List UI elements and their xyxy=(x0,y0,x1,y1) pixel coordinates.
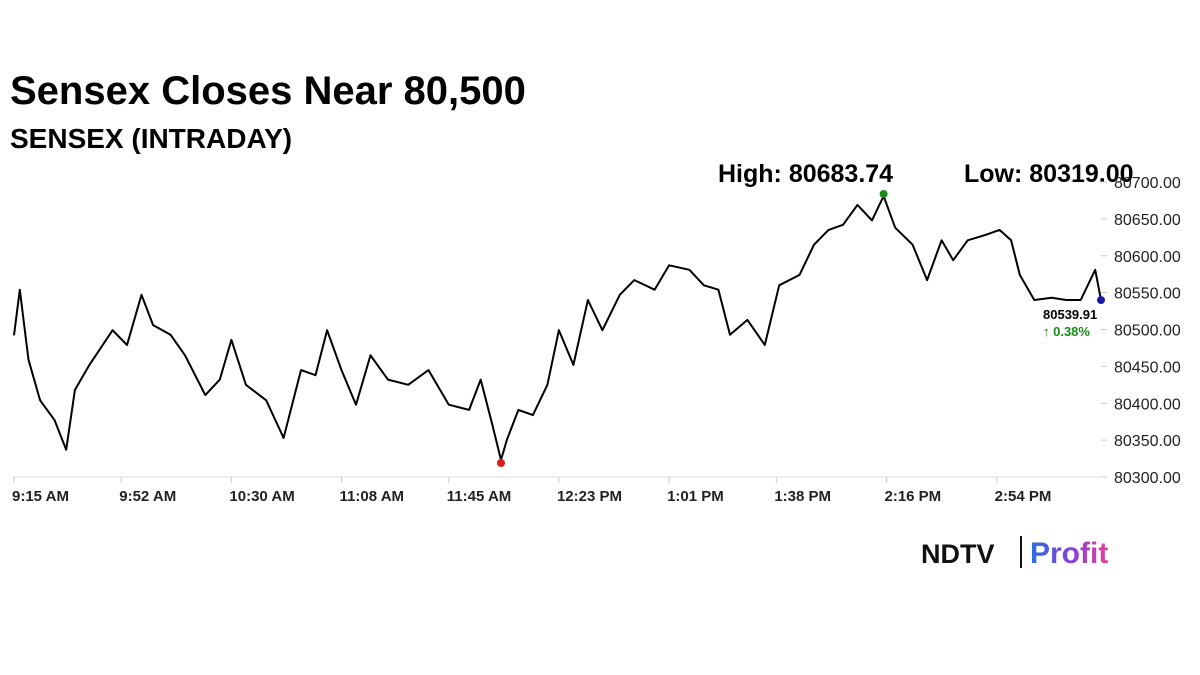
high-marker xyxy=(879,189,888,198)
y-tick-label: 80700.00 xyxy=(1114,175,1181,192)
y-tick-label: 80300.00 xyxy=(1114,470,1181,487)
y-tick-label: 80450.00 xyxy=(1114,359,1181,376)
x-tick-label: 2:16 PM xyxy=(884,488,941,505)
last-value-label: 80539.91 xyxy=(1043,307,1097,322)
low-label: Low: 80319.00 xyxy=(964,160,1134,188)
logo-right: Profit xyxy=(1030,537,1108,570)
x-tick-label: 12:23 PM xyxy=(557,488,622,505)
x-tick-label: 9:15 AM xyxy=(12,488,69,505)
x-tick-label: 2:54 PM xyxy=(995,488,1052,505)
series-line xyxy=(13,195,1102,461)
last-label-bg xyxy=(1040,305,1098,342)
low-marker xyxy=(496,458,505,467)
y-tick-label: 80500.00 xyxy=(1114,323,1181,340)
y-tick-label: 80600.00 xyxy=(1114,249,1181,266)
high-label: High: 80683.74 xyxy=(718,160,893,188)
change-label: ↑ 0.38% xyxy=(1043,324,1090,339)
chart-title: Sensex Closes Near 80,500 xyxy=(10,69,526,113)
y-tick-label: 80400.00 xyxy=(1114,396,1181,413)
chart-subtitle: SENSEX (INTRADAY) xyxy=(10,123,292,154)
y-tick-label: 80650.00 xyxy=(1114,212,1181,229)
plot: 80300.00 80350.00 80400.00 80450.00 80500.00… xyxy=(12,175,1181,505)
x-tick-label: 10:30 AM xyxy=(229,488,294,505)
x-tick-label: 11:45 AM xyxy=(447,488,511,505)
last-marker xyxy=(1097,296,1105,305)
x-tick-label: 1:38 PM xyxy=(774,488,831,505)
y-tick-label: 80550.00 xyxy=(1114,286,1181,303)
x-tick-label: 11:08 AM xyxy=(340,488,404,505)
y-tick-label: 80350.00 xyxy=(1114,433,1181,450)
x-tick-label: 9:52 AM xyxy=(119,488,176,505)
logo-left: NDTV xyxy=(921,539,995,569)
x-tick-label: 1:01 PM xyxy=(667,488,724,505)
